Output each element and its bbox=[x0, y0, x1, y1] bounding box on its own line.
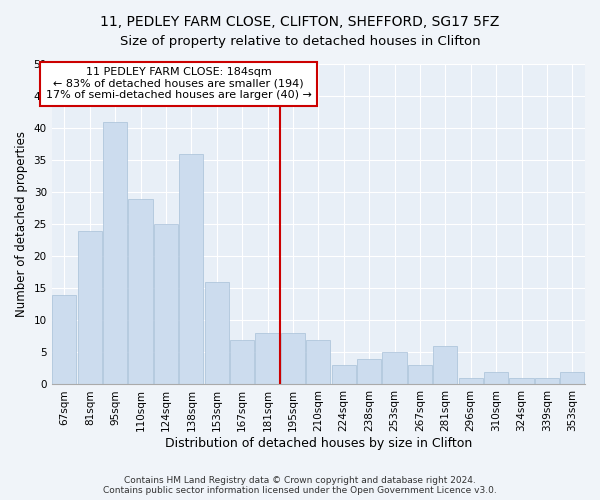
Text: 11, PEDLEY FARM CLOSE, CLIFTON, SHEFFORD, SG17 5FZ: 11, PEDLEY FARM CLOSE, CLIFTON, SHEFFORD… bbox=[100, 15, 500, 29]
Bar bbox=[535, 378, 559, 384]
Bar bbox=[560, 372, 584, 384]
Bar bbox=[458, 378, 483, 384]
Bar bbox=[256, 333, 280, 384]
Bar bbox=[128, 198, 152, 384]
Bar bbox=[52, 294, 76, 384]
Bar bbox=[332, 365, 356, 384]
Bar bbox=[357, 359, 381, 384]
Bar bbox=[154, 224, 178, 384]
Bar bbox=[281, 333, 305, 384]
Bar bbox=[77, 230, 102, 384]
Bar bbox=[230, 340, 254, 384]
Bar bbox=[484, 372, 508, 384]
Bar bbox=[433, 346, 457, 385]
Bar bbox=[509, 378, 533, 384]
Bar bbox=[205, 282, 229, 384]
Bar bbox=[408, 365, 432, 384]
Bar bbox=[103, 122, 127, 384]
X-axis label: Distribution of detached houses by size in Clifton: Distribution of detached houses by size … bbox=[165, 437, 472, 450]
Y-axis label: Number of detached properties: Number of detached properties bbox=[15, 131, 28, 317]
Bar bbox=[306, 340, 331, 384]
Text: 11 PEDLEY FARM CLOSE: 184sqm
← 83% of detached houses are smaller (194)
17% of s: 11 PEDLEY FARM CLOSE: 184sqm ← 83% of de… bbox=[46, 67, 311, 100]
Bar bbox=[382, 352, 407, 384]
Bar bbox=[179, 154, 203, 384]
Text: Contains HM Land Registry data © Crown copyright and database right 2024.
Contai: Contains HM Land Registry data © Crown c… bbox=[103, 476, 497, 495]
Text: Size of property relative to detached houses in Clifton: Size of property relative to detached ho… bbox=[119, 35, 481, 48]
